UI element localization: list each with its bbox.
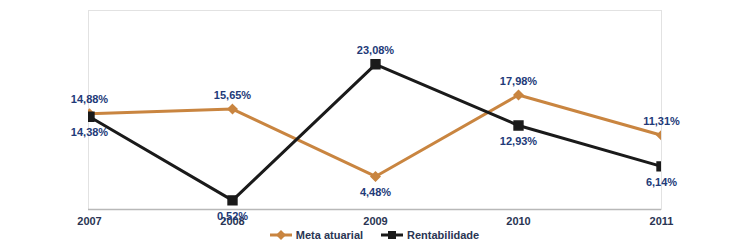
svg-text:23,08%: 23,08% bbox=[357, 44, 395, 56]
svg-text:2011: 2011 bbox=[650, 215, 674, 227]
svg-text:11,31%: 11,31% bbox=[643, 115, 680, 127]
svg-text:17,98%: 17,98% bbox=[500, 75, 538, 87]
svg-text:6,14%: 6,14% bbox=[646, 176, 677, 188]
svg-text:12,93%: 12,93% bbox=[500, 135, 538, 147]
svg-text:14,38%: 14,38% bbox=[71, 126, 109, 138]
svg-text:15,65%: 15,65% bbox=[214, 89, 252, 101]
svg-text:2007: 2007 bbox=[77, 215, 101, 227]
svg-text:2010: 2010 bbox=[506, 215, 530, 227]
svg-text:2009: 2009 bbox=[363, 215, 387, 227]
html-text:Meta atuarial: Meta atuarial bbox=[295, 229, 364, 241]
svg-text:0,52%: 0,52% bbox=[217, 210, 248, 222]
svg-text:4,48%: 4,48% bbox=[360, 186, 391, 198]
svg-text:14,88%: 14,88% bbox=[71, 93, 109, 105]
html-text:Rentabilidade: Rentabilidade bbox=[407, 229, 480, 241]
